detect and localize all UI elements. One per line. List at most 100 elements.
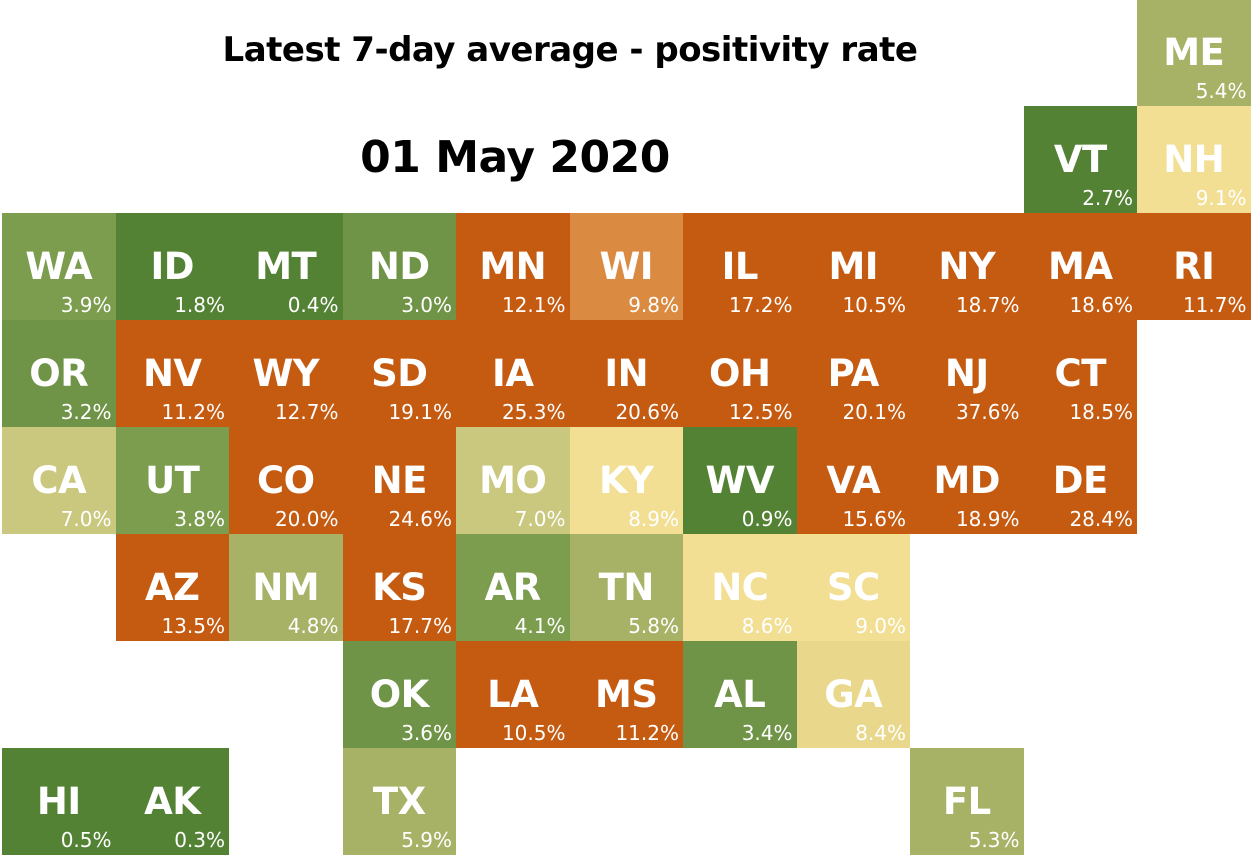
state-positivity-rate: 1.8% (174, 293, 225, 317)
state-abbr: NH (1163, 138, 1225, 181)
state-abbr: UT (145, 459, 200, 502)
state-tile-or: OR 3.2% (2, 320, 116, 427)
state-positivity-rate: 20.1% (842, 400, 906, 424)
state-abbr: MS (595, 673, 658, 716)
state-abbr: TX (372, 780, 426, 823)
state-tile-sc: SC 9.0% (796, 534, 910, 641)
state-abbr: OH (709, 352, 771, 395)
state-abbr: NV (142, 352, 202, 395)
state-abbr: OR (29, 352, 89, 395)
state-tile-ri: RI 11.7% (1137, 213, 1251, 320)
state-abbr: IL (721, 245, 759, 288)
state-abbr: MO (479, 459, 547, 502)
state-positivity-rate: 10.5% (842, 293, 906, 317)
state-tile-wy: WY 12.7% (229, 320, 343, 427)
state-tile-md: MD 18.9% (910, 427, 1024, 534)
state-abbr: IN (604, 352, 649, 395)
state-abbr: NJ (944, 352, 989, 395)
state-positivity-rate: 9.8% (628, 293, 679, 317)
state-abbr: LA (487, 673, 539, 716)
state-positivity-rate: 5.4% (1195, 79, 1247, 103)
state-tile-ks: KS 17.7% (342, 534, 456, 641)
map-title: Latest 7-day average - positivity rate (222, 30, 918, 70)
state-positivity-rate: 17.7% (388, 614, 452, 638)
state-tile-il: IL 17.2% (683, 213, 797, 320)
state-abbr: ID (150, 245, 195, 288)
state-positivity-rate: 3.6% (401, 721, 452, 745)
state-abbr: OK (369, 673, 430, 716)
state-tile-ky: KY 8.9% (569, 427, 683, 534)
state-positivity-rate: 5.3% (968, 828, 1020, 852)
state-tile-hi: HI 0.5% (2, 748, 116, 855)
state-positivity-rate: 0.5% (60, 828, 112, 852)
state-tile-de: DE 28.4% (1023, 427, 1137, 534)
state-abbr: WA (25, 245, 93, 288)
state-abbr: HI (36, 780, 81, 823)
state-abbr: AK (144, 780, 201, 823)
state-tile-fl: FL 5.3% (910, 748, 1024, 855)
state-positivity-rate: 3.9% (60, 293, 112, 317)
state-abbr: CA (31, 459, 87, 502)
state-tile-mi: MI 10.5% (796, 213, 910, 320)
state-positivity-rate: 8.9% (628, 507, 679, 531)
state-tile-ut: UT 3.8% (115, 427, 229, 534)
state-positivity-rate: 0.3% (174, 828, 225, 852)
state-tile-nm: NM 4.8% (229, 534, 343, 641)
state-abbr: WI (599, 245, 654, 288)
state-abbr: AZ (145, 566, 200, 609)
state-positivity-rate: 8.6% (741, 614, 793, 638)
state-positivity-rate: 24.6% (388, 507, 452, 531)
state-tile-wi: WI 9.8% (569, 213, 683, 320)
state-positivity-rate: 5.9% (401, 828, 452, 852)
state-tile-ga: GA 8.4% (796, 641, 910, 748)
state-positivity-rate: 18.9% (955, 507, 1020, 531)
state-positivity-rate: 12.1% (501, 293, 566, 317)
state-tile-me: ME 5.4% (1137, 0, 1251, 106)
state-abbr: IA (492, 352, 534, 395)
state-positivity-rate: 0.4% (287, 293, 339, 317)
state-positivity-rate: 7.0% (60, 507, 112, 531)
state-abbr: RI (1173, 245, 1215, 288)
state-positivity-rate: 18.6% (1069, 293, 1133, 317)
state-abbr: MD (933, 459, 1001, 502)
state-tile-co: CO 20.0% (229, 427, 343, 534)
state-tile-ms: MS 11.2% (569, 641, 683, 748)
state-abbr: KY (599, 459, 654, 502)
state-abbr: VT (1053, 138, 1107, 181)
state-positivity-rate: 37.6% (955, 400, 1020, 424)
state-positivity-rate: 25.3% (501, 400, 566, 424)
state-positivity-rate: 28.4% (1069, 507, 1133, 531)
state-abbr: MT (255, 245, 317, 288)
state-positivity-rate: 11.7% (1182, 293, 1247, 317)
state-abbr: TN (598, 566, 655, 609)
state-abbr: DE (1052, 459, 1108, 502)
state-positivity-rate: 12.5% (728, 400, 793, 424)
state-abbr: WY (252, 352, 320, 395)
state-abbr: NY (938, 245, 996, 288)
state-positivity-rate: 18.7% (955, 293, 1020, 317)
state-tile-mt: MT 0.4% (229, 213, 343, 320)
state-tile-tx: TX 5.9% (342, 748, 456, 855)
state-tile-oh: OH 12.5% (683, 320, 797, 427)
state-positivity-rate: 20.0% (274, 507, 339, 531)
state-tile-nd: ND 3.0% (342, 213, 456, 320)
state-abbr: FL (942, 780, 991, 823)
state-abbr: SC (826, 566, 880, 609)
state-positivity-rate: 4.8% (287, 614, 339, 638)
state-tile-nv: NV 11.2% (115, 320, 229, 427)
state-positivity-rate: 9.0% (855, 614, 906, 638)
state-tile-ne: NE 24.6% (342, 427, 456, 534)
state-tile-ny: NY 18.7% (910, 213, 1024, 320)
state-abbr: SD (371, 352, 428, 395)
state-tile-ak: AK 0.3% (115, 748, 229, 855)
state-positivity-rate: 15.6% (842, 507, 906, 531)
state-positivity-rate: 3.2% (60, 400, 112, 424)
state-positivity-rate: 3.4% (741, 721, 793, 745)
state-positivity-rate: 3.0% (401, 293, 452, 317)
state-abbr: ME (1163, 31, 1225, 74)
state-abbr: MN (479, 245, 547, 288)
state-abbr: CO (256, 459, 315, 502)
state-tile-ct: CT 18.5% (1023, 320, 1137, 427)
state-tile-la: LA 10.5% (456, 641, 570, 748)
state-abbr: NC (711, 566, 769, 609)
